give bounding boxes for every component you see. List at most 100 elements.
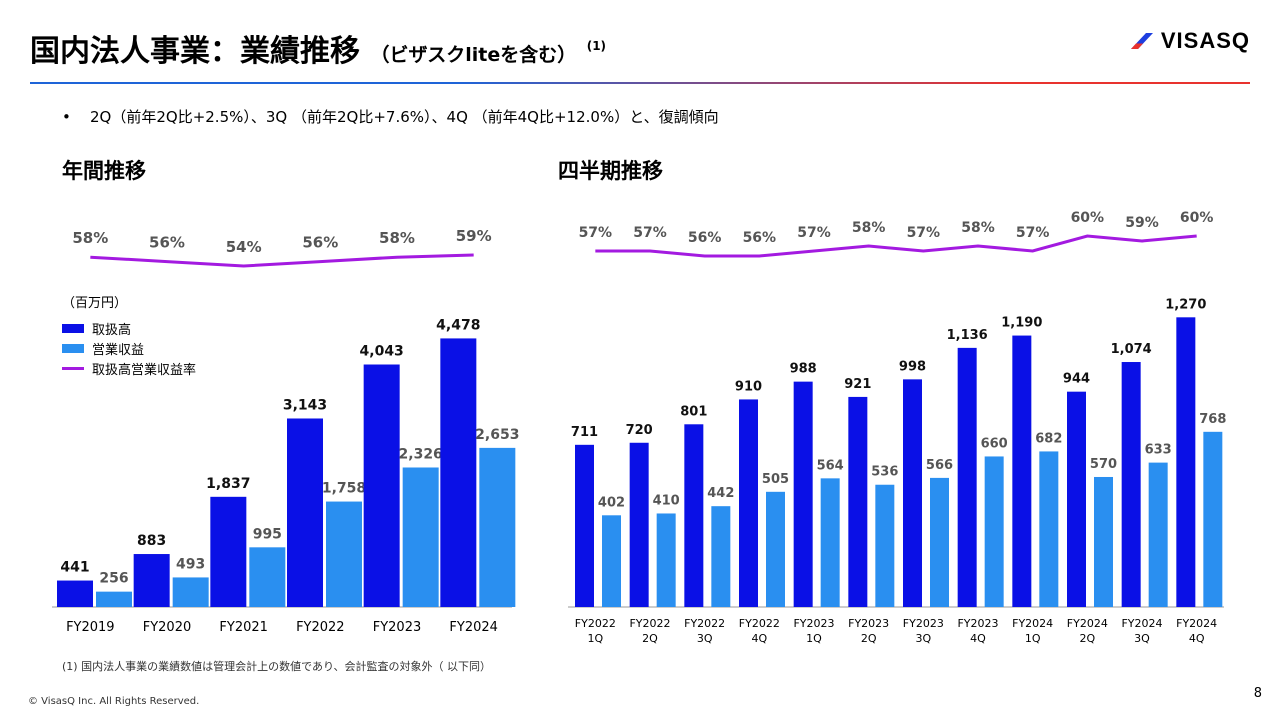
bar-revenue <box>1094 476 1113 607</box>
summary-bullet: • 2Q（前年2Q比+2.5%）、3Q （前年2Q比+7.6%）、4Q （前年4Q… <box>62 106 719 127</box>
bullet-mark: • <box>62 108 71 126</box>
rate-label: 56% <box>743 230 777 246</box>
value-label-transaction: 1,136 <box>947 328 988 343</box>
rate-label: 58% <box>72 229 108 247</box>
bar-transaction <box>57 580 93 607</box>
value-label-revenue: 536 <box>871 465 898 480</box>
rate-label: 57% <box>633 225 667 241</box>
x-tick-label-line: FY2022 <box>629 617 670 630</box>
header-divider <box>30 82 1250 84</box>
value-label-revenue: 660 <box>981 436 1008 451</box>
legend-label-rate: 取扱高営業収益率 <box>92 362 197 378</box>
legend-swatch-transaction <box>62 323 84 333</box>
x-tick-label: FY2022 1Q <box>575 617 616 645</box>
value-label-revenue: 402 <box>598 495 625 510</box>
logo-text: VISASQ <box>1160 28 1250 53</box>
rate-label: 60% <box>1180 210 1214 226</box>
x-tick-label-line: FY2023 <box>848 617 889 630</box>
x-tick-label-line: 2Q <box>1079 632 1095 645</box>
value-label-revenue: 682 <box>1035 431 1062 446</box>
value-label-revenue: 570 <box>1090 457 1117 472</box>
bar-revenue <box>172 577 209 607</box>
rate-label: 56% <box>688 230 722 246</box>
annual-chart: 441 256 FY2019 883 493 FY2020 1,837 995 FY2021 3,… <box>52 227 519 635</box>
rate-label: 58% <box>379 229 415 247</box>
x-tick-label: FY2022 <box>296 620 345 635</box>
value-label-transaction: 801 <box>680 404 707 419</box>
x-tick-label: FY2022 4Q <box>739 617 780 645</box>
rate-label: 58% <box>852 220 886 236</box>
value-label-revenue: 505 <box>762 472 789 487</box>
quarterly-chart: 711 402 FY2022 1Q 720 410 FY2022 2Q 801 442 FY2022… <box>568 210 1226 645</box>
x-tick-label: FY2022 3Q <box>684 617 725 645</box>
x-tick-label-line: FY2024 <box>1176 617 1217 630</box>
bar-revenue <box>875 484 895 607</box>
rate-label: 59% <box>456 227 492 245</box>
x-tick-label-line: FY2024 <box>1121 617 1162 630</box>
value-label-revenue: 995 <box>253 526 282 542</box>
bar-revenue <box>820 478 840 607</box>
bar-revenue <box>766 491 785 607</box>
value-label-revenue: 633 <box>1145 443 1172 458</box>
copyright: © VisasQ Inc. All Rights Reserved. <box>28 696 200 707</box>
value-label-transaction: 4,043 <box>360 344 404 360</box>
bar-revenue <box>711 506 731 607</box>
bar-revenue <box>402 467 439 607</box>
value-label-transaction: 883 <box>137 533 166 549</box>
value-label-transaction: 910 <box>735 379 762 394</box>
value-label-revenue: 768 <box>1199 412 1226 427</box>
bar-revenue <box>656 513 676 607</box>
bar-transaction <box>739 399 758 607</box>
value-label-transaction: 921 <box>844 377 871 392</box>
visasq-slash-logo-icon <box>1130 33 1153 49</box>
page-number: 8 <box>1253 686 1262 701</box>
value-label-revenue: 442 <box>707 486 734 501</box>
rate-label: 56% <box>302 234 338 252</box>
value-label-transaction: 720 <box>626 423 653 438</box>
rate-label: 58% <box>961 220 995 236</box>
legend-label-transaction: 取扱高 <box>92 322 132 338</box>
footnote: (1) 国内法人事業の業績数値は管理会計上の数値であり、会計監査の対象外（ 以下… <box>62 660 492 673</box>
x-tick-label: FY2023 2Q <box>848 617 889 645</box>
value-label-transaction: 3,143 <box>283 397 327 413</box>
x-tick-label: FY2024 <box>449 620 498 635</box>
bar-transaction <box>903 379 922 607</box>
rate-label: 59% <box>1125 215 1159 231</box>
x-tick-label-line: FY2023 <box>957 617 998 630</box>
x-tick-label-line: 3Q <box>915 632 931 645</box>
value-label-revenue: 410 <box>653 493 680 508</box>
x-tick-label-line: FY2024 <box>1012 617 1053 630</box>
bar-revenue <box>1148 462 1168 607</box>
page-title-main: 国内法人事業：業績推移 <box>30 34 360 69</box>
legend-item-transaction: 取扱高 <box>62 318 196 338</box>
x-tick-label: FY2021 <box>219 620 268 635</box>
value-label-transaction: 1,837 <box>206 476 250 492</box>
value-label-revenue: 256 <box>99 571 128 587</box>
bar-transaction <box>629 442 649 607</box>
chart-legend: 取扱高 営業収益 取扱高営業収益率 <box>62 318 196 378</box>
title-footnote-marker: (1) <box>586 39 607 53</box>
bar-revenue <box>984 456 1004 607</box>
bar-revenue <box>1203 431 1223 607</box>
bar-transaction <box>210 496 247 607</box>
bar-transaction <box>793 381 813 607</box>
x-tick-label-line: 2Q <box>642 632 658 645</box>
x-tick-label-line: FY2022 <box>739 617 780 630</box>
value-label-revenue: 566 <box>926 458 953 473</box>
bar-transaction <box>287 418 323 607</box>
bar-revenue <box>930 477 949 607</box>
rate-line <box>90 253 474 268</box>
x-tick-label-line: FY2023 <box>793 617 834 630</box>
x-tick-label-line: FY2024 <box>1067 617 1108 630</box>
legend-item-rate: 取扱高営業収益率 <box>62 358 196 378</box>
value-label-transaction: 998 <box>899 359 926 374</box>
bar-revenue <box>602 515 621 607</box>
value-label-revenue: 1,758 <box>322 481 366 497</box>
bar-transaction <box>957 347 977 607</box>
x-tick-label: FY2023 4Q <box>957 617 998 645</box>
rate-label: 57% <box>579 225 613 241</box>
bar-transaction <box>848 396 868 607</box>
x-tick-label-line: FY2022 <box>575 617 616 630</box>
value-label-revenue: 493 <box>176 556 205 572</box>
value-label-transaction: 988 <box>790 362 817 377</box>
